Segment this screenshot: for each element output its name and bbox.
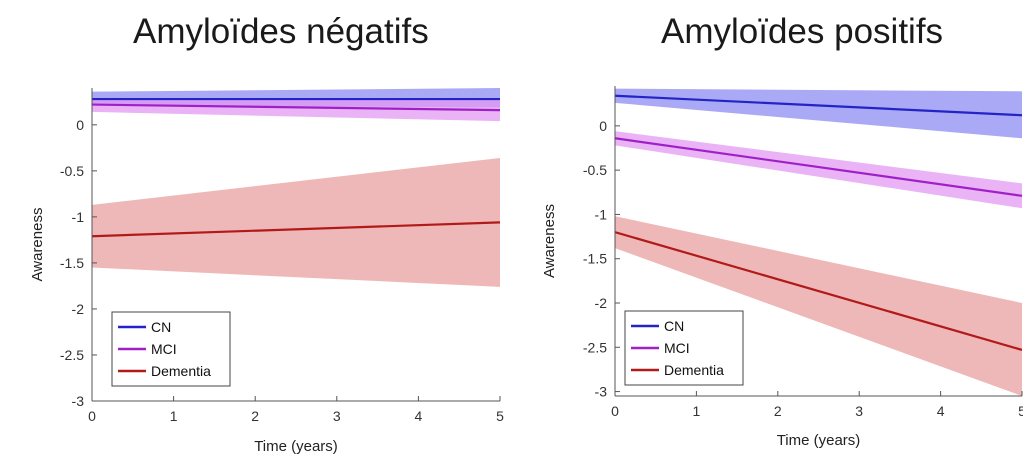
y-axis-label: Awareness	[29, 208, 46, 282]
y-tick-label: 0	[599, 118, 607, 134]
legend-label-cn: CN	[664, 318, 684, 334]
line-mci	[92, 103, 500, 112]
x-tick-label: 4	[415, 408, 423, 424]
left-chart: 0 1 2 3 4 5 0 -0.5 -1 -1.5 -2 -2.5 -3 Time (years) Awa…	[29, 88, 504, 455]
y-tick-label: -1	[72, 209, 85, 225]
y-axis-label: Awareness	[541, 204, 558, 278]
x-tick-label: 1	[693, 403, 701, 419]
y-tick-label: -1.5	[60, 255, 84, 271]
x-tick-label: 1	[170, 408, 178, 424]
band-mci	[92, 98, 500, 122]
x-tick-label: 4	[937, 403, 945, 419]
y-tick-label: -2.5	[583, 339, 607, 355]
legend-label-mci: MCI	[664, 340, 690, 356]
line-dementia	[615, 231, 1022, 351]
legend-label-dementia: Dementia	[151, 363, 211, 379]
x-axis-label: Time (years)	[777, 432, 861, 449]
legend-label-mci: MCI	[151, 341, 177, 357]
x-axis-label: Time (years)	[254, 438, 338, 455]
band-mci	[615, 131, 1022, 209]
y-tick-label: -1	[595, 206, 608, 222]
x-tick-label: 2	[774, 403, 782, 419]
y-tick-label: -2	[72, 301, 85, 317]
x-tick-label: 5	[1018, 403, 1023, 419]
band-dementia	[92, 157, 500, 287]
y-tick-label: -3	[72, 393, 85, 409]
x-tick-label: 3	[855, 403, 863, 419]
band-cn	[615, 88, 1022, 139]
y-tick-label: -2	[595, 295, 608, 311]
line-dementia	[92, 221, 500, 238]
legend-label-dementia: Dementia	[664, 362, 724, 378]
y-tick-label: -0.5	[60, 163, 84, 179]
x-tick-label: 0	[88, 408, 96, 424]
plot-area	[92, 88, 500, 287]
x-tick-label: 2	[251, 408, 259, 424]
right-panel-title: Amyloïdes positifs	[661, 12, 944, 51]
left-panel-title: Amyloïdes négatifs	[133, 12, 429, 51]
x-tick-label: 3	[333, 408, 341, 424]
y-tick-label: -1.5	[583, 251, 607, 267]
right-chart: 0 1 2 3 4 5 0 -0.5 -1 -1.5 -2 -2.5 -3 Time (years) Awa…	[541, 86, 1023, 449]
legend: CN MCI Dementia	[624, 310, 744, 386]
y-tick-label: -3	[595, 384, 608, 400]
x-tick-label: 0	[611, 403, 619, 419]
y-tick-label: -2.5	[60, 347, 84, 363]
y-tick-label: -0.5	[583, 162, 607, 178]
plot-area	[615, 88, 1022, 396]
line-mci	[615, 137, 1022, 197]
x-tick-label: 5	[496, 408, 504, 424]
y-tick-label: 0	[76, 117, 84, 133]
line-cn	[615, 94, 1022, 117]
legend: CN MCI Dementia	[111, 311, 231, 387]
legend-label-cn: CN	[151, 319, 171, 335]
